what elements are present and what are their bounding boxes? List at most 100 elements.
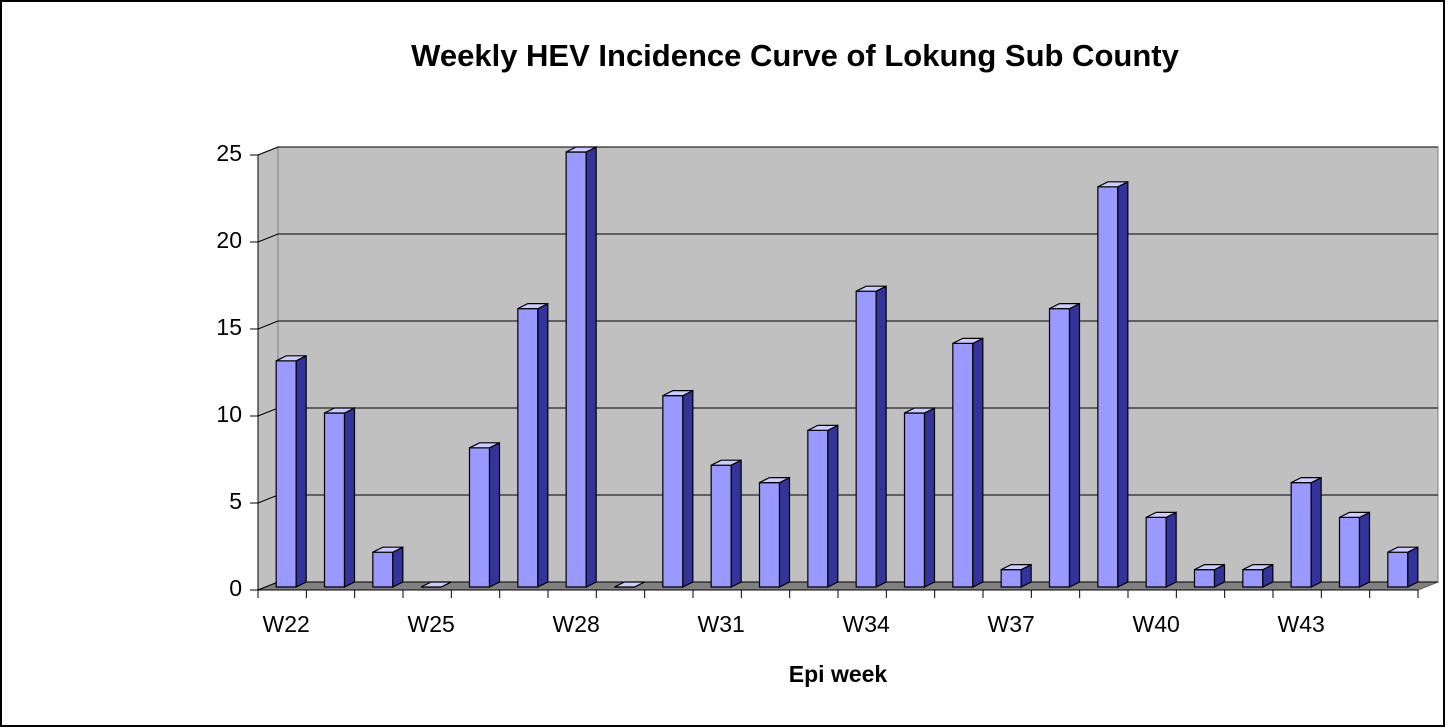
y-tick-label: 0 <box>229 575 242 601</box>
x-tick-label: W25 <box>408 611 455 637</box>
bar-side <box>392 546 404 588</box>
bar <box>855 285 887 588</box>
bar-side <box>1068 302 1081 588</box>
bar <box>807 424 839 588</box>
bar-top <box>1145 511 1177 519</box>
bar <box>420 581 452 588</box>
bar-top <box>517 303 549 310</box>
bar-side <box>295 354 307 588</box>
side-wall <box>257 146 279 591</box>
bar-side <box>1117 180 1129 588</box>
bar-front <box>662 395 684 588</box>
bar-top <box>1194 563 1225 571</box>
bar-front <box>1338 516 1361 588</box>
bar-top <box>855 285 887 292</box>
bar-front <box>855 290 877 588</box>
bar-top <box>759 477 790 484</box>
bar <box>1097 180 1129 588</box>
bar-front <box>565 151 587 588</box>
bar <box>758 476 791 588</box>
bar-front <box>1290 482 1312 588</box>
x-tick-label: W40 <box>1133 611 1180 637</box>
bar-front <box>903 412 926 588</box>
x-axis-title: Epi week <box>789 661 888 687</box>
bar-side <box>488 441 501 588</box>
x-tick-label: W43 <box>1278 611 1325 637</box>
bar-top <box>1387 546 1419 553</box>
x-tick-label: W31 <box>698 611 745 637</box>
bar-front <box>468 447 491 588</box>
bar-top <box>952 337 984 344</box>
bar-front <box>1193 568 1216 588</box>
bar-side <box>585 146 597 588</box>
bar-top <box>420 581 452 588</box>
bar-top <box>1000 563 1032 571</box>
bar <box>323 407 356 588</box>
x-tick-label: W34 <box>843 611 891 637</box>
bar <box>662 389 694 588</box>
bar-side <box>1310 476 1322 588</box>
bar-front <box>323 412 346 588</box>
bar-top <box>275 355 307 362</box>
bar <box>565 146 597 588</box>
y-tick-label: 25 <box>216 140 242 166</box>
bar-top <box>324 407 355 414</box>
bar <box>1193 563 1226 588</box>
bar-front <box>710 464 732 588</box>
bar-front <box>1145 516 1167 588</box>
bar-side <box>343 407 356 588</box>
bar-top <box>469 442 500 449</box>
bar <box>1145 511 1177 588</box>
x-tick-label: W37 <box>988 611 1035 637</box>
bar-side <box>1165 511 1177 588</box>
bar-front <box>1048 308 1071 588</box>
grid-line <box>257 233 1438 243</box>
bar-side <box>1358 511 1371 588</box>
bar-side <box>730 459 742 588</box>
bar-front <box>952 342 974 588</box>
bar-top <box>1097 181 1129 188</box>
bar <box>710 459 742 588</box>
grid-line <box>257 146 1438 156</box>
bar-side <box>827 424 839 588</box>
bar <box>903 407 936 588</box>
bar-side <box>923 407 936 588</box>
bar-top <box>372 546 404 553</box>
y-tick-label: 15 <box>216 314 242 340</box>
chart-title: Weekly HEV Incidence Curve of Lokung Sub… <box>411 38 1179 73</box>
bar-side <box>537 302 549 588</box>
bar-top <box>662 390 694 397</box>
bar-front <box>758 482 781 588</box>
bar-side <box>972 337 984 588</box>
bar-front <box>1387 551 1409 588</box>
bar-top <box>1242 563 1274 571</box>
y-tick-label: 5 <box>229 488 242 514</box>
bar-front <box>517 308 539 588</box>
bar-top <box>904 407 935 414</box>
bar-top <box>710 459 742 466</box>
bar-front <box>1097 186 1119 588</box>
bar-side <box>778 476 791 588</box>
bar <box>1048 302 1081 588</box>
bar <box>952 337 984 588</box>
bar <box>1290 476 1322 588</box>
bar-front <box>1000 568 1022 588</box>
bar <box>517 302 549 588</box>
bar-top <box>1049 303 1080 310</box>
bar-front <box>807 429 829 588</box>
x-tick-label: W22 <box>263 611 310 637</box>
bar <box>1338 511 1371 588</box>
x-tick-label: W28 <box>553 611 600 637</box>
bar <box>468 441 501 588</box>
bar <box>1387 546 1419 588</box>
bar-top <box>1339 511 1370 519</box>
bar-top <box>807 424 839 431</box>
bar-top <box>614 581 645 588</box>
bar-side <box>1407 546 1419 588</box>
bar <box>614 581 645 588</box>
bar-front <box>275 360 297 588</box>
bar-front <box>372 551 394 588</box>
bar <box>1000 563 1032 588</box>
bar <box>275 354 307 588</box>
